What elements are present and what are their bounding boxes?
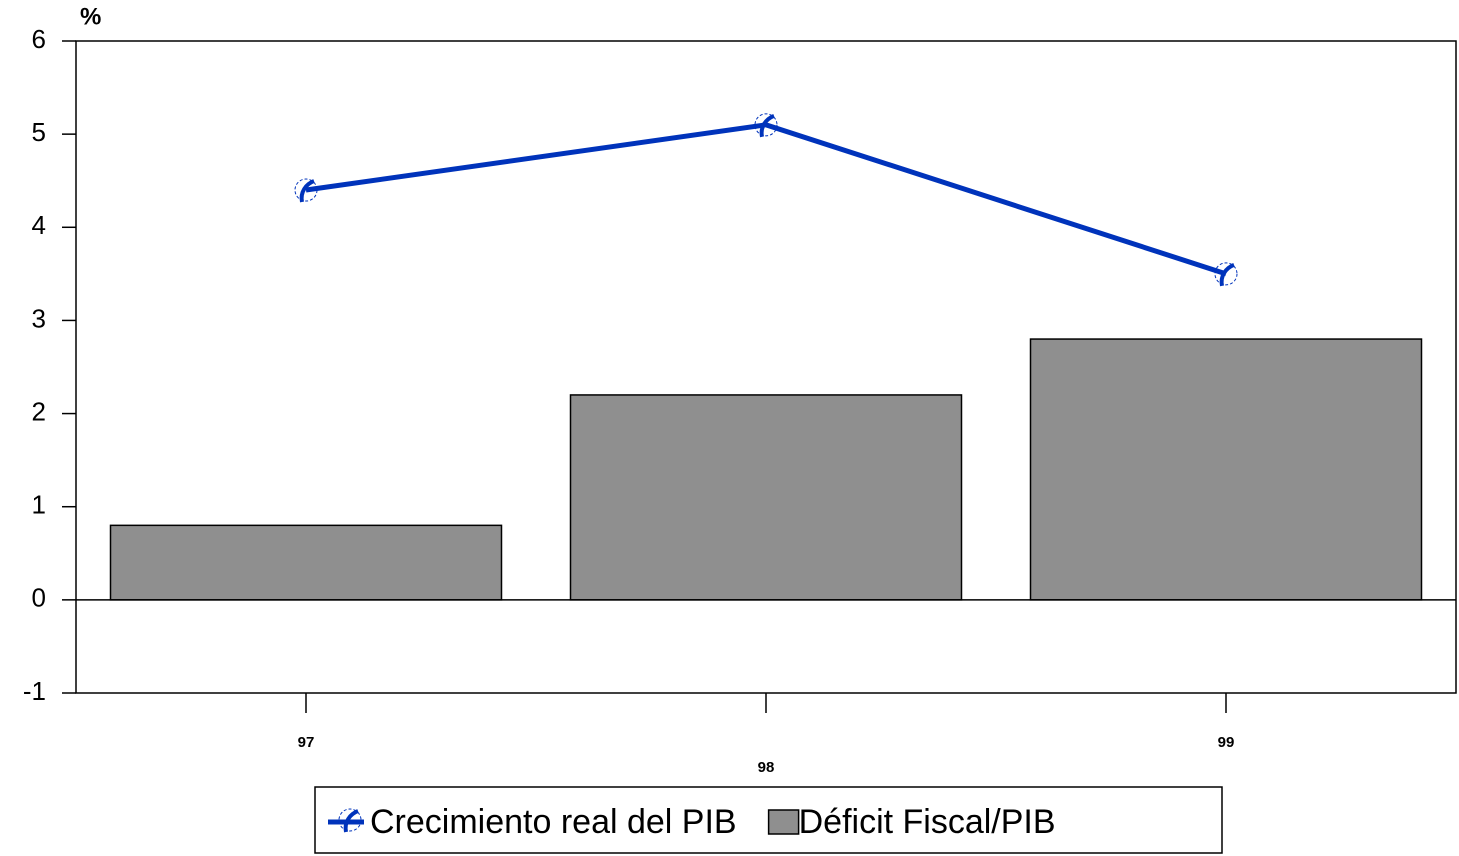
- line-marker: [754, 113, 778, 138]
- y-tick-label: -1: [23, 676, 46, 706]
- line-marker: [1214, 262, 1238, 287]
- x-tick-label: 99: [1218, 734, 1235, 751]
- y-tick-label: 2: [32, 396, 46, 426]
- legend-label: Crecimiento real del PIB: [370, 803, 737, 841]
- x-tick-label: 97: [298, 734, 315, 751]
- bar: [569, 394, 963, 601]
- bar: [109, 524, 503, 601]
- legend-label: Déficit Fiscal/PIB: [799, 803, 1056, 841]
- y-axis-label: %: [80, 3, 101, 30]
- y-tick-label: 5: [32, 117, 46, 147]
- legend-marker: [338, 808, 362, 833]
- y-tick-label: 1: [32, 490, 46, 520]
- line-marker: [294, 178, 318, 203]
- line: [305, 122, 1227, 277]
- bar: [1029, 338, 1423, 601]
- y-tick-label: 4: [32, 210, 46, 240]
- x-tick-label: 98: [758, 759, 775, 776]
- legend-swatch: [767, 809, 800, 835]
- y-tick-label: 6: [32, 24, 46, 54]
- y-tick-label: 3: [32, 303, 46, 333]
- y-tick-label: 0: [32, 583, 46, 613]
